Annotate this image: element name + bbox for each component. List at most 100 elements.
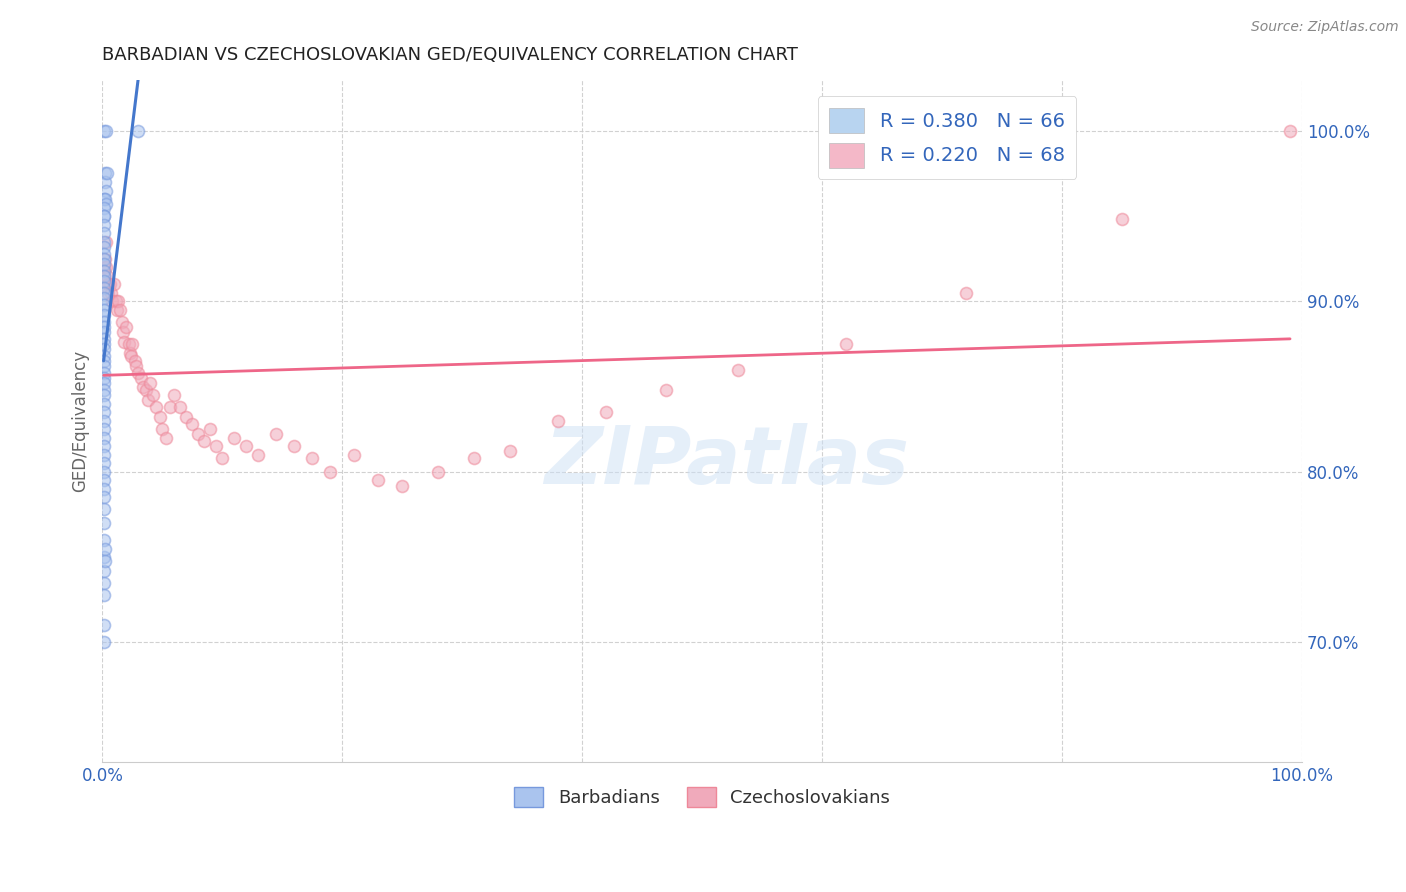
- Point: [93, 618, 115, 632]
- Point: [93, 564, 115, 578]
- Point: [93, 302, 115, 317]
- Point: [129, 371, 152, 385]
- Point: [93, 516, 115, 530]
- Point: [93, 474, 115, 488]
- Point: [93, 465, 115, 479]
- Point: [367, 474, 389, 488]
- Point: [193, 434, 215, 449]
- Point: [93, 635, 115, 649]
- Point: [463, 451, 485, 466]
- Point: [1279, 124, 1302, 138]
- Point: [93, 320, 115, 334]
- Point: [187, 427, 209, 442]
- Point: [93, 285, 115, 300]
- Point: [343, 448, 366, 462]
- Point: [94, 192, 117, 206]
- Point: [181, 417, 204, 431]
- Point: [94, 260, 117, 275]
- Point: [103, 277, 125, 292]
- Point: [110, 302, 132, 317]
- Point: [93, 366, 115, 380]
- Point: [93, 376, 115, 391]
- Point: [93, 298, 115, 312]
- Point: [101, 294, 124, 309]
- Point: [94, 553, 117, 567]
- Point: [205, 439, 228, 453]
- Point: [118, 337, 141, 351]
- Text: BARBADIAN VS CZECHOSLOVAKIAN GED/EQUIVALENCY CORRELATION CHART: BARBADIAN VS CZECHOSLOVAKIAN GED/EQUIVAL…: [103, 46, 799, 64]
- Point: [124, 354, 146, 368]
- Point: [93, 257, 115, 271]
- Point: [93, 325, 115, 339]
- Point: [200, 422, 222, 436]
- Point: [93, 349, 115, 363]
- Point: [93, 240, 115, 254]
- Point: [152, 422, 174, 436]
- Point: [93, 124, 115, 138]
- Point: [93, 354, 115, 368]
- Point: [93, 491, 115, 505]
- Text: ZIPatlas: ZIPatlas: [544, 423, 908, 500]
- Point: [100, 285, 122, 300]
- Point: [169, 400, 191, 414]
- Point: [93, 588, 115, 602]
- Point: [142, 388, 165, 402]
- Point: [93, 315, 115, 329]
- Point: [93, 575, 115, 590]
- Point: [135, 383, 157, 397]
- Point: [247, 448, 270, 462]
- Point: [93, 291, 115, 305]
- Point: [835, 337, 858, 351]
- Point: [93, 246, 115, 260]
- Point: [94, 166, 117, 180]
- Point: [93, 281, 115, 295]
- Point: [93, 414, 115, 428]
- Point: [499, 444, 522, 458]
- Point: [98, 277, 121, 292]
- Point: [111, 325, 134, 339]
- Point: [93, 209, 115, 223]
- Point: [139, 376, 162, 391]
- Point: [93, 502, 115, 516]
- Point: [266, 427, 288, 442]
- Point: [93, 550, 115, 565]
- Point: [93, 263, 115, 277]
- Point: [93, 201, 115, 215]
- Point: [120, 349, 142, 363]
- Point: [93, 388, 115, 402]
- Point: [105, 302, 128, 317]
- Point: [155, 431, 177, 445]
- Y-axis label: GED/Equivalency: GED/Equivalency: [72, 350, 89, 491]
- Point: [111, 315, 134, 329]
- Point: [93, 397, 115, 411]
- Point: [94, 184, 117, 198]
- Point: [93, 482, 115, 496]
- Point: [93, 337, 115, 351]
- Text: Source: ZipAtlas.com: Source: ZipAtlas.com: [1251, 20, 1399, 34]
- Point: [955, 285, 977, 300]
- Point: [94, 252, 117, 266]
- Point: [93, 371, 115, 385]
- Point: [107, 294, 129, 309]
- Point: [159, 400, 181, 414]
- Point: [727, 362, 749, 376]
- Point: [94, 197, 117, 211]
- Point: [1111, 212, 1133, 227]
- Point: [93, 218, 115, 232]
- Point: [118, 345, 141, 359]
- Point: [595, 405, 617, 419]
- Point: [93, 260, 115, 275]
- Point: [136, 393, 159, 408]
- Point: [121, 337, 143, 351]
- Point: [224, 431, 246, 445]
- Point: [391, 478, 413, 492]
- Point: [93, 274, 115, 288]
- Point: [163, 388, 186, 402]
- Point: [96, 268, 118, 283]
- Point: [93, 431, 115, 445]
- Point: [132, 379, 155, 393]
- Point: [235, 439, 257, 453]
- Point: [93, 235, 115, 249]
- Point: [115, 320, 138, 334]
- Point: [145, 400, 167, 414]
